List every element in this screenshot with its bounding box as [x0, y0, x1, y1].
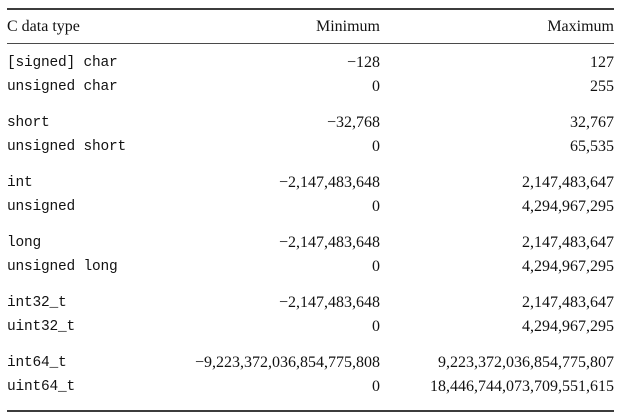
cell-maximum: 127 — [590, 54, 614, 71]
table-top-rule — [7, 8, 614, 10]
cell-maximum: 65,535 — [570, 138, 614, 155]
table-row: uint32_t 0 4,294,967,295 — [7, 315, 614, 339]
table-row: unsigned 0 4,294,967,295 — [7, 195, 614, 219]
cell-minimum: −128 — [346, 54, 380, 71]
row-group: long −2,147,483,648 2,147,483,647 unsigned … — [7, 231, 614, 279]
header-cell-maximum: Maximum — [547, 17, 614, 35]
row-group: int −2,147,483,648 2,147,483,647 unsigned 0 4… — [7, 171, 614, 219]
cell-c-data-type: uint32_t — [7, 319, 76, 335]
row-group: int32_t −2,147,483,648 2,147,483,647 uint32… — [7, 291, 614, 339]
cell-c-data-type: int64_t — [7, 355, 67, 371]
cell-c-data-type: short — [7, 115, 50, 131]
cell-maximum: 9,223,372,036,854,775,807 — [438, 354, 614, 371]
cell-c-data-type: unsigned — [7, 199, 76, 215]
cell-maximum: 4,294,967,295 — [522, 258, 614, 275]
cell-minimum: 0 — [372, 378, 380, 395]
table-header-rule — [7, 43, 614, 44]
cell-c-data-type: unsigned long — [7, 259, 118, 275]
cell-minimum: −2,147,483,648 — [278, 234, 380, 251]
table-row: unsigned char 0 255 — [7, 75, 614, 99]
cell-c-data-type: [signed] char — [7, 55, 118, 71]
table-row: short −32,768 32,767 — [7, 111, 614, 135]
table-header-row: C data type Minimum Maximum — [7, 10, 614, 43]
cell-c-data-type: int — [7, 175, 33, 191]
table-body: [signed] char −128 127 unsigned char 0 255 sho… — [7, 51, 614, 410]
table-row: unsigned short 0 65,535 — [7, 135, 614, 159]
cell-minimum: −32,768 — [326, 114, 380, 131]
cell-maximum: 2,147,483,647 — [522, 174, 614, 191]
cell-minimum: −9,223,372,036,854,775,808 — [194, 354, 380, 371]
cell-minimum: 0 — [372, 198, 380, 215]
cell-maximum: 255 — [590, 78, 614, 95]
cell-minimum: 0 — [372, 318, 380, 335]
table-bottom-rule — [7, 410, 614, 412]
row-group: short −32,768 32,767 unsigned short 0 65,535 — [7, 111, 614, 159]
cell-maximum: 2,147,483,647 — [522, 294, 614, 311]
cell-maximum: 18,446,744,073,709,551,615 — [430, 378, 614, 395]
cell-minimum: 0 — [372, 258, 380, 275]
table-row: unsigned long 0 4,294,967,295 — [7, 255, 614, 279]
cell-maximum: 2,147,483,647 — [522, 234, 614, 251]
cell-c-data-type: long — [7, 235, 42, 251]
cell-c-data-type: uint64_t — [7, 379, 76, 395]
header-cell-c-data-type: C data type — [7, 17, 80, 35]
header-cell-minimum: Minimum — [315, 17, 380, 35]
cell-c-data-type: unsigned short — [7, 139, 127, 155]
data-type-table: C data type Minimum Maximum [signed] cha… — [7, 8, 614, 412]
table-row: int −2,147,483,648 2,147,483,647 — [7, 171, 614, 195]
cell-maximum: 32,767 — [570, 114, 614, 131]
cell-maximum: 4,294,967,295 — [522, 318, 614, 335]
row-group: int64_t −9,223,372,036,854,775,808 9,223,3… — [7, 351, 614, 399]
cell-minimum: 0 — [372, 138, 380, 155]
table-row: [signed] char −128 127 — [7, 51, 614, 75]
cell-maximum: 4,294,967,295 — [522, 198, 614, 215]
cell-minimum: −2,147,483,648 — [278, 174, 380, 191]
row-group: [signed] char −128 127 unsigned char 0 255 — [7, 51, 614, 99]
cell-c-data-type: unsigned char — [7, 79, 118, 95]
table-row: int32_t −2,147,483,648 2,147,483,647 — [7, 291, 614, 315]
cell-minimum: −2,147,483,648 — [278, 294, 380, 311]
table-row: long −2,147,483,648 2,147,483,647 — [7, 231, 614, 255]
cell-minimum: 0 — [372, 78, 380, 95]
table-row: int64_t −9,223,372,036,854,775,808 9,223,3… — [7, 351, 614, 375]
cell-c-data-type: int32_t — [7, 295, 67, 311]
table-row: uint64_t 0 18,446,744,073,709,551,615 — [7, 375, 614, 399]
